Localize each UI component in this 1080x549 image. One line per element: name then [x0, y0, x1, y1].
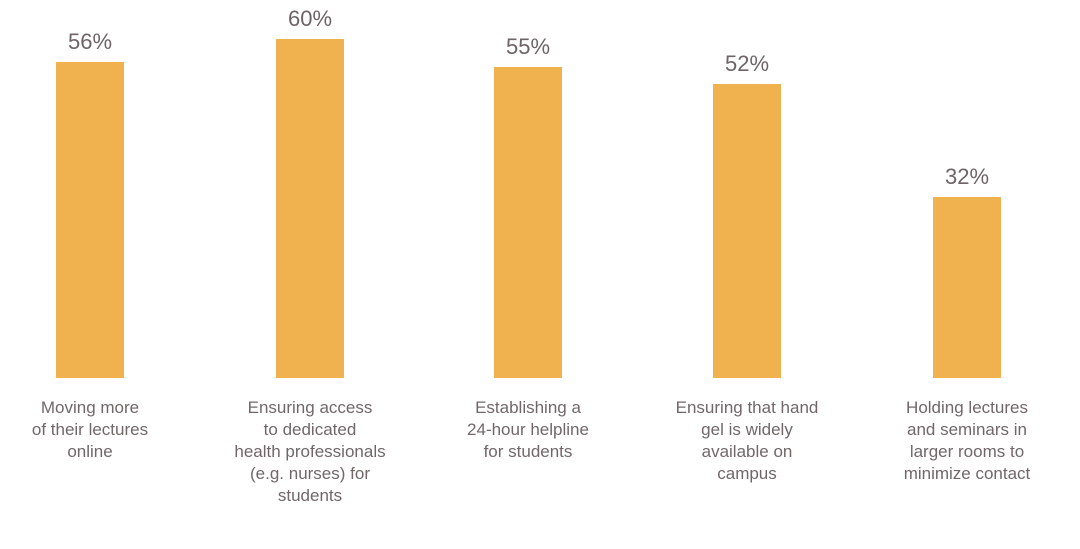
- bar: [56, 62, 124, 378]
- bar-column-1: 56% Moving more of their lectures online: [0, 0, 200, 549]
- bar-column-5: 32% Holding lectures and seminars in larg…: [857, 0, 1077, 549]
- category-label: Moving more of their lectures online: [31, 398, 149, 461]
- bar-value-label: 55%: [505, 34, 551, 59]
- bar-column-2: 60% Ensuring access to dedicated health p…: [200, 0, 420, 549]
- bar-value-label: 52%: [724, 51, 770, 76]
- bar-column-3: 55% Establishing a 24-hour helpline for s…: [418, 0, 638, 549]
- category-label: Holding lectures and seminars in larger …: [903, 398, 1031, 483]
- category-label: Ensuring that hand gel is widely availab…: [675, 398, 819, 483]
- category-label: Ensuring access to dedicated health prof…: [234, 398, 386, 505]
- bar: [276, 39, 344, 378]
- category-label: Establishing a 24-hour helpline for stud…: [467, 398, 589, 461]
- bar: [494, 67, 562, 378]
- bar-column-4: 52% Ensuring that hand gel is widely avai…: [637, 0, 857, 549]
- bar-value-label: 32%: [944, 164, 990, 189]
- bar: [713, 84, 781, 378]
- bar-value-label: 60%: [287, 6, 333, 31]
- bar-value-label: 56%: [67, 29, 113, 54]
- bar: [933, 197, 1001, 378]
